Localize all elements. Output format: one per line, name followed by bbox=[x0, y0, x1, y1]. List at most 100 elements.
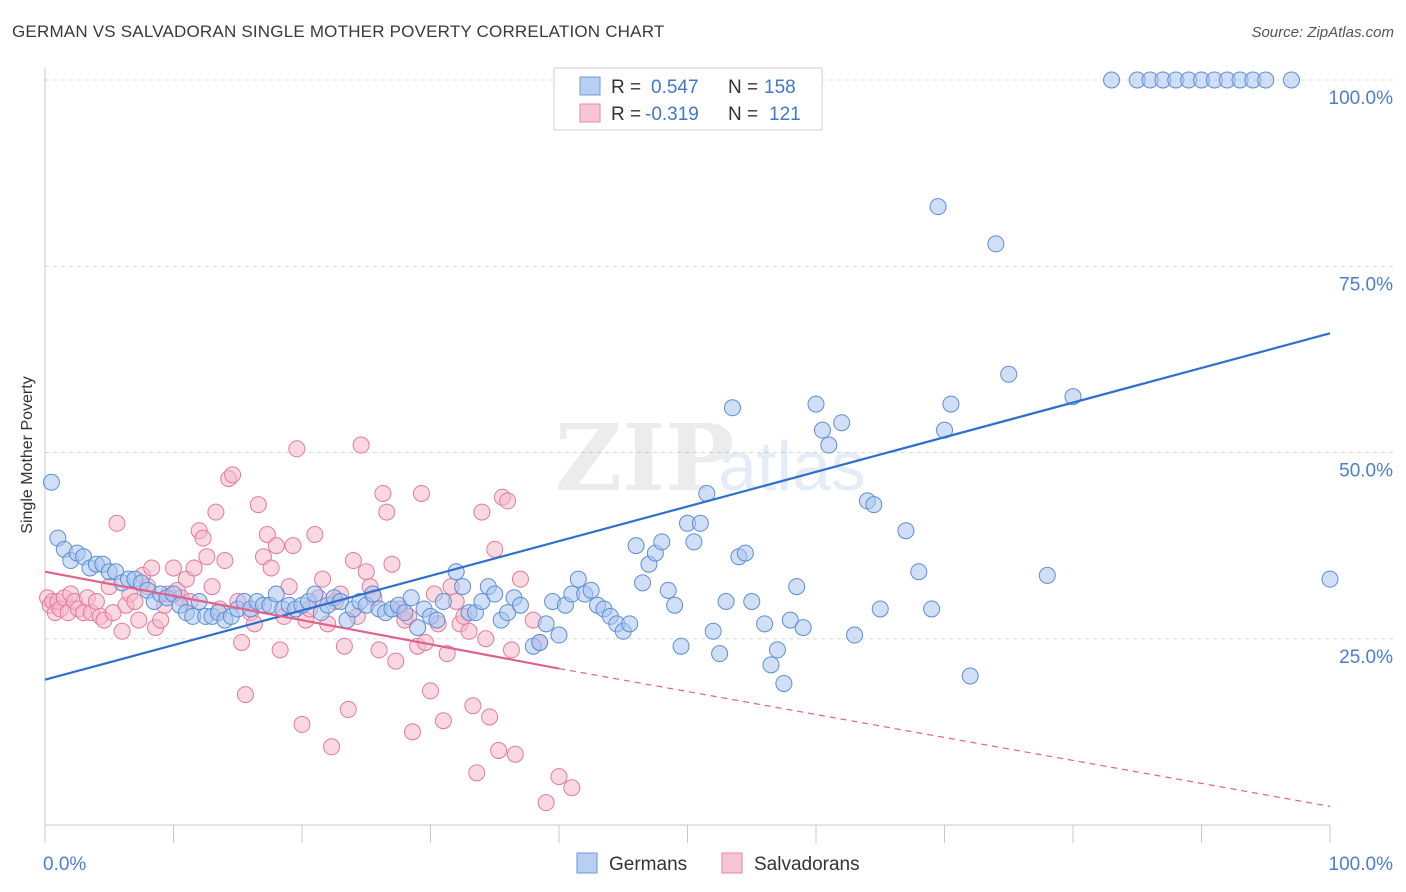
salvadoran-point bbox=[481, 708, 499, 726]
bottom-legend-salvadorans-label: Salvadorans bbox=[754, 854, 860, 875]
bottom-legend-germans-swatch bbox=[576, 852, 598, 874]
german-point bbox=[396, 604, 414, 622]
grid-lines bbox=[45, 79, 1395, 640]
source-label: Source: ZipAtlas.com bbox=[1251, 24, 1394, 41]
salvadoran-point bbox=[339, 701, 357, 719]
bottom-legend: Germans Salvadorans bbox=[576, 852, 860, 875]
german-point bbox=[550, 626, 568, 644]
german-point bbox=[781, 611, 799, 629]
german-point bbox=[704, 622, 722, 640]
german-point bbox=[659, 581, 677, 599]
salvadoran-point bbox=[306, 525, 324, 543]
legend-salvadoran-r-label: R = bbox=[611, 104, 641, 125]
german-point bbox=[846, 626, 864, 644]
salvadoran-point bbox=[293, 715, 311, 733]
german-point bbox=[942, 395, 960, 413]
german-point bbox=[511, 596, 529, 614]
german-point bbox=[1257, 71, 1275, 89]
german-point bbox=[582, 581, 600, 599]
salvadoran-point bbox=[434, 712, 452, 730]
salvadoran-point bbox=[511, 570, 529, 588]
german-point bbox=[762, 656, 780, 674]
german-point bbox=[428, 611, 446, 629]
german-point bbox=[897, 522, 915, 540]
german-point bbox=[775, 674, 793, 692]
salvadoran-point bbox=[104, 604, 122, 622]
german-trend-line bbox=[44, 332, 1331, 681]
salvadoran-point bbox=[357, 563, 375, 581]
salvadoran-point bbox=[284, 537, 302, 555]
legend-salvadoran-swatch bbox=[579, 103, 601, 123]
salvadoran-point bbox=[550, 768, 568, 786]
salvadoran-point bbox=[413, 484, 431, 502]
salvadoran-point bbox=[314, 570, 332, 588]
german-point bbox=[1282, 71, 1300, 89]
german-point bbox=[794, 619, 812, 637]
salvadoran-point bbox=[383, 555, 401, 573]
german-point bbox=[499, 604, 517, 622]
german-point bbox=[743, 593, 761, 610]
salvadoran-point bbox=[224, 466, 242, 484]
legend-salvadoran-r-value: -0.319 bbox=[645, 104, 699, 125]
german-point bbox=[364, 585, 382, 603]
legend-german-n-value: 158 bbox=[764, 77, 796, 98]
german-point bbox=[537, 615, 555, 633]
legend-german-n-label: N = bbox=[728, 77, 758, 98]
salvadoran-point bbox=[130, 611, 148, 629]
german-point bbox=[807, 395, 825, 413]
german-point bbox=[717, 593, 735, 610]
salvadoran-point bbox=[387, 652, 405, 670]
german-point bbox=[42, 473, 60, 491]
german-point bbox=[267, 585, 285, 603]
german-point bbox=[627, 537, 645, 555]
salvadoran-point bbox=[280, 578, 298, 596]
salvadoran-point bbox=[216, 552, 234, 570]
salvadoran-point bbox=[502, 641, 520, 659]
salvadoran-point bbox=[323, 738, 341, 756]
german-point bbox=[871, 600, 889, 618]
german-point bbox=[756, 615, 774, 633]
salvadoran-point bbox=[143, 559, 161, 577]
salvadoran-point bbox=[460, 622, 478, 640]
salvadoran-point bbox=[490, 742, 508, 759]
salvadoran-point bbox=[506, 745, 524, 763]
german-point bbox=[569, 570, 587, 588]
salvadoran-point bbox=[477, 630, 495, 648]
axes bbox=[44, 68, 1331, 843]
german-point bbox=[672, 637, 690, 655]
salvadoran-point bbox=[486, 540, 504, 558]
y-tick-label: 75.0% bbox=[1339, 274, 1393, 295]
german-point bbox=[666, 596, 684, 614]
salvadoran-point bbox=[473, 503, 491, 521]
y-tick-label: 100.0% bbox=[1329, 88, 1394, 109]
legend-german-swatch bbox=[579, 76, 601, 96]
german-point bbox=[865, 496, 883, 514]
salvadoran-point bbox=[152, 611, 170, 629]
y-tick-label: 25.0% bbox=[1339, 647, 1393, 668]
salvadoran-point bbox=[267, 537, 285, 555]
salvadoran-point bbox=[344, 552, 362, 570]
german-point bbox=[1038, 566, 1056, 584]
legend-salvadoran-n-value: 121 bbox=[769, 104, 801, 125]
salvadoran-point bbox=[126, 593, 144, 610]
german-point bbox=[634, 574, 652, 592]
bottom-legend-salvadorans-swatch bbox=[721, 852, 743, 874]
german-point bbox=[691, 514, 709, 532]
german-point bbox=[306, 585, 324, 603]
german-point bbox=[473, 593, 491, 610]
german-point bbox=[923, 600, 941, 618]
german-point bbox=[910, 563, 928, 581]
german-point bbox=[621, 615, 639, 633]
german-point bbox=[833, 414, 851, 432]
salvadoran-point bbox=[207, 503, 225, 521]
german-point bbox=[1000, 365, 1018, 383]
salvadoran-point bbox=[262, 559, 280, 577]
german-point bbox=[434, 593, 452, 610]
salvadoran-point bbox=[499, 492, 517, 510]
salvadoran-point bbox=[258, 525, 276, 543]
tick-labels: 25.0% 50.0% 75.0% 100.0% 0.0% 100.0% bbox=[43, 88, 1393, 875]
salvadoran-point bbox=[422, 682, 439, 700]
salvadoran-point bbox=[198, 548, 216, 566]
salvadoran-point bbox=[194, 529, 212, 547]
